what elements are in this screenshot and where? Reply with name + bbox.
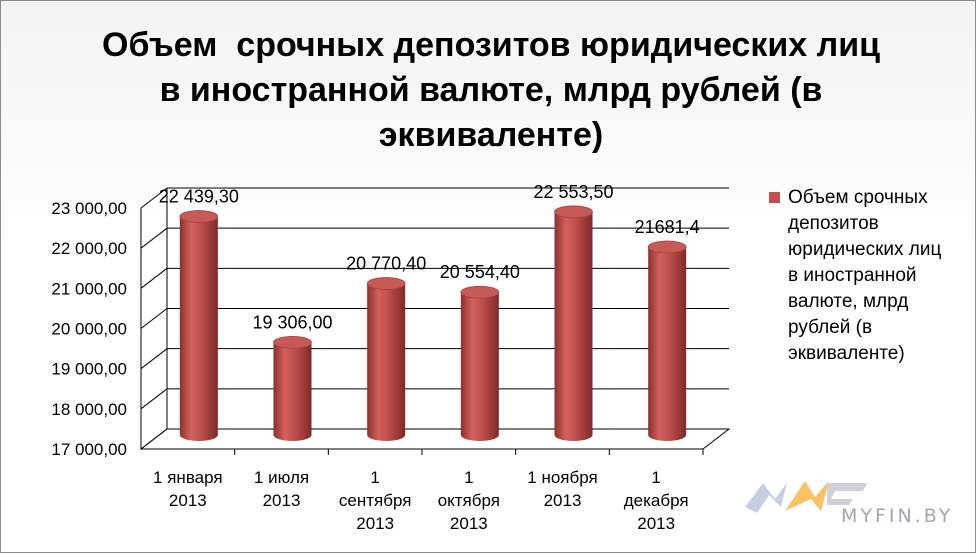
- x-tick-label: 1 июля: [254, 468, 309, 487]
- y-tick-label: 19 000,00: [51, 360, 127, 379]
- x-tick-label: 2013: [356, 514, 394, 533]
- gridline-side: [140, 388, 168, 410]
- bar-top: [460, 285, 500, 299]
- x-tick-label: 1: [464, 468, 473, 487]
- x-tick-label: октября: [438, 491, 500, 510]
- bar-top: [554, 205, 593, 219]
- data-label: 22 553,50: [533, 182, 613, 202]
- x-tick-label: 1 января: [153, 468, 223, 487]
- chart-floor: [139, 428, 731, 450]
- data-label: 20 770,40: [346, 254, 426, 274]
- y-tick-label: 22 000,00: [51, 239, 127, 258]
- data-label: 19 306,00: [252, 312, 332, 332]
- bar-body: [648, 246, 687, 441]
- bar: [273, 335, 312, 441]
- x-tick-label: 2013: [544, 491, 582, 510]
- data-label: 22 439,30: [159, 187, 239, 207]
- bar: [647, 240, 687, 441]
- myfin-logo-mark-icon: [745, 481, 867, 513]
- bar: [554, 205, 593, 441]
- bar-top: [647, 240, 687, 254]
- x-tick-label: сентября: [339, 491, 412, 510]
- gridline-side: [140, 267, 168, 289]
- gridline-side: [140, 308, 168, 329]
- y-tick-label: 23 000,00: [51, 199, 127, 218]
- x-tick-label: 2013: [450, 514, 488, 533]
- chart-title-line-3: эквиваленте): [378, 116, 604, 154]
- y-tick-label: 21 000,00: [51, 279, 127, 298]
- chart-title-line-1: Объем срочных депозитов юридических лиц: [102, 26, 880, 64]
- bar-body: [179, 216, 218, 441]
- bar-top: [273, 335, 312, 349]
- x-tick-label: 2013: [263, 491, 301, 510]
- legend-swatch: [769, 192, 780, 203]
- myfin-logo-text: MYFIN.BY: [841, 505, 954, 527]
- myfin-logo: MYFIN.BY: [745, 475, 970, 531]
- bar: [460, 285, 500, 441]
- x-tick-label: 2013: [637, 514, 675, 533]
- gridline-side: [140, 187, 168, 209]
- gridline-side: [140, 348, 168, 370]
- bar: [179, 210, 219, 441]
- bar-body: [273, 342, 312, 441]
- y-tick-label: 17 000,00: [51, 440, 127, 459]
- bar-top: [179, 210, 219, 223]
- x-tick-label: 1: [651, 468, 660, 487]
- y-tick-label: 18 000,00: [51, 400, 127, 419]
- bar: [366, 277, 406, 441]
- bar-body: [367, 283, 406, 441]
- x-tick-label: декабря: [624, 491, 689, 510]
- data-label: 21681,4: [635, 217, 700, 237]
- x-tick-label: 1: [370, 468, 379, 487]
- chart-legend: Объем срочных депозитов юридических лиц …: [769, 185, 974, 367]
- x-tick-label: 2013: [169, 491, 207, 510]
- y-tick-label: 20 000,00: [51, 320, 127, 339]
- x-tick-label: 1 ноября: [527, 468, 597, 487]
- bar-top: [366, 277, 406, 290]
- legend-label: Объем срочных депозитов юридических лиц …: [788, 187, 942, 364]
- chart-title-line-2: в иностранной валюте, млрд рублей (в: [159, 71, 823, 109]
- bar-body: [554, 211, 593, 441]
- bar-body: [460, 292, 499, 441]
- data-label: 20 554,40: [440, 262, 520, 282]
- chart-title: Объем срочных депозитов юридических лиц …: [91, 23, 891, 158]
- gridline-side: [140, 227, 168, 249]
